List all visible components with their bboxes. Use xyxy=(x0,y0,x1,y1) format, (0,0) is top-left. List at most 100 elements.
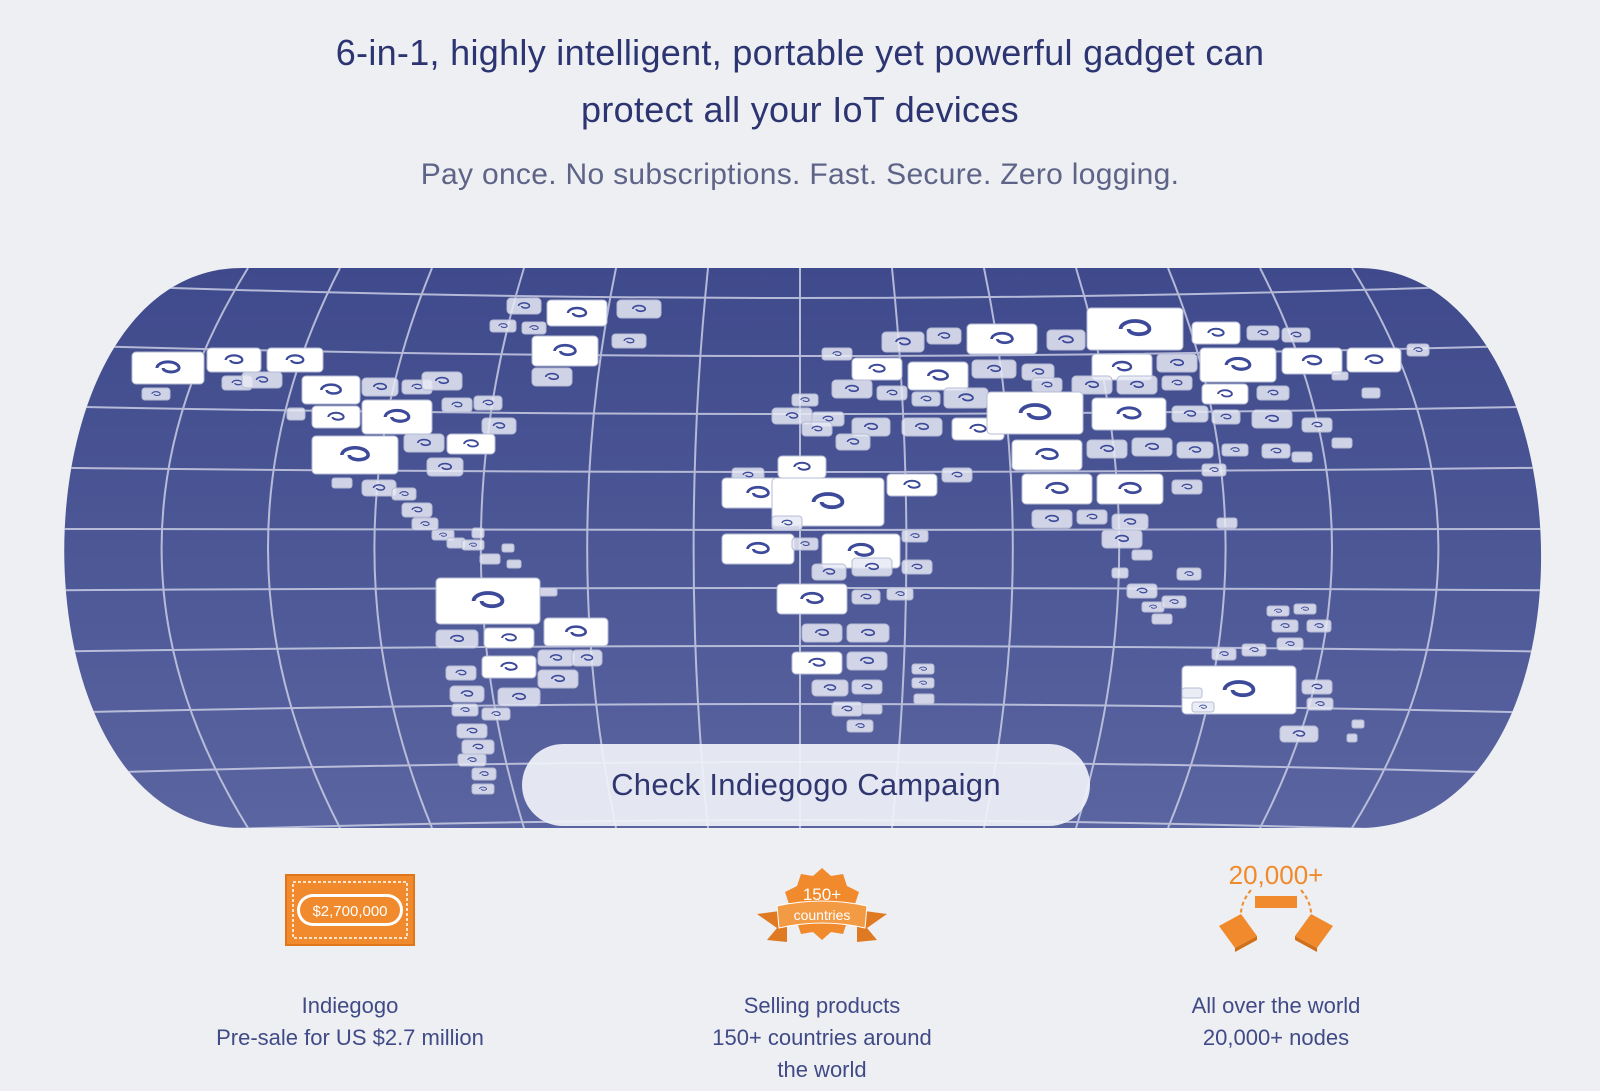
map-node-tile xyxy=(1216,517,1238,529)
map-node-tile xyxy=(851,557,893,577)
map-node-tile xyxy=(1271,619,1299,633)
map-node-tile xyxy=(1301,679,1333,695)
map-node-tile xyxy=(1171,405,1209,423)
world-map-graphic xyxy=(64,268,1542,828)
map-node-tile xyxy=(401,502,433,518)
map-node-tile xyxy=(481,707,511,721)
nodes-network-icon: 20,000+ xyxy=(1066,860,1486,960)
map-node-tile xyxy=(907,361,969,391)
map-meridian xyxy=(373,268,433,828)
map-node-tile xyxy=(886,587,914,601)
stat-countries-line-3: the world xyxy=(777,1057,867,1082)
world-map xyxy=(32,268,1568,828)
map-node-tile xyxy=(451,703,479,717)
map-node-tile xyxy=(791,651,843,675)
map-node-tile xyxy=(943,387,989,409)
map-node-tile xyxy=(497,687,541,707)
map-node-tile xyxy=(1176,441,1214,459)
map-node-tile xyxy=(851,357,903,381)
map-node-tile xyxy=(926,327,962,345)
banknote-icon: $2,700,000 xyxy=(140,860,560,960)
map-meridian xyxy=(1259,268,1333,828)
map-node-tile xyxy=(776,583,848,615)
map-node-tile xyxy=(543,617,609,647)
stat-countries: 150+ countries Selling products 150+ cou… xyxy=(612,860,1032,1086)
map-node-tile xyxy=(835,433,871,451)
map-node-tile xyxy=(1076,509,1108,525)
map-node-tile xyxy=(481,655,537,679)
map-node-tile xyxy=(811,679,849,697)
map-node-tile xyxy=(546,299,608,327)
map-node-tile xyxy=(913,693,935,705)
map-node-tile xyxy=(1141,601,1165,613)
map-parallel xyxy=(64,282,1542,299)
map-node-tile xyxy=(801,623,843,643)
map-node-tile xyxy=(531,335,599,367)
map-body xyxy=(64,268,1542,828)
map-node-tile xyxy=(1201,383,1249,405)
stat-presale-line-1: Indiegogo xyxy=(301,993,399,1018)
map-node-tile xyxy=(1126,583,1158,599)
nodes-count: 20,000+ xyxy=(1229,860,1324,890)
map-node-tile xyxy=(771,477,885,527)
map-node-tile xyxy=(771,515,803,531)
map-node-tile xyxy=(911,663,935,675)
page-headline: 6-in-1, highly intelligent, portable yet… xyxy=(0,24,1600,138)
map-node-tile xyxy=(506,297,542,315)
stat-presale: $2,700,000 Indiegogo Pre-sale for US $2.… xyxy=(140,860,560,1054)
map-node-tile xyxy=(311,435,399,475)
ribbon-badge-icon: 150+ countries xyxy=(612,860,1032,960)
map-node-tile xyxy=(241,371,283,389)
map-node-tile xyxy=(986,391,1084,435)
stat-nodes-line-1: All over the world xyxy=(1191,993,1361,1018)
map-node-tile xyxy=(403,433,445,453)
map-meridian xyxy=(1351,268,1440,828)
map-node-tile xyxy=(1101,529,1143,549)
map-node-tile xyxy=(1161,595,1187,609)
map-node-tile xyxy=(1156,353,1198,373)
map-node-tile xyxy=(1091,397,1167,431)
map-node-tile xyxy=(1176,567,1202,581)
map-node-tile xyxy=(1111,513,1149,531)
map-node-tile xyxy=(435,577,541,625)
map-node-tile xyxy=(861,703,883,715)
map-node-tile xyxy=(611,333,647,349)
map-node-tile xyxy=(1291,451,1313,463)
map-meridian xyxy=(160,268,249,828)
map-node-tile xyxy=(1151,613,1173,625)
map-node-tile xyxy=(1111,567,1129,579)
map-node-tile xyxy=(1031,377,1063,393)
map-node-tile xyxy=(1331,437,1353,449)
map-node-tile xyxy=(1246,325,1280,341)
map-meridian xyxy=(1167,268,1227,828)
map-node-tile xyxy=(1171,479,1203,495)
map-node-tile xyxy=(473,395,503,411)
map-node-tile xyxy=(851,679,883,695)
map-node-tile xyxy=(1256,385,1290,401)
map-node-tile xyxy=(1086,439,1128,459)
map-node-tile xyxy=(206,347,262,373)
map-node-tile xyxy=(471,767,497,781)
map-node-tile xyxy=(1281,347,1343,375)
map-node-tile xyxy=(1241,643,1267,657)
stat-nodes-line-2: 20,000+ nodes xyxy=(1202,1025,1350,1050)
map-node-tile xyxy=(489,319,517,333)
map-node-tile xyxy=(831,701,863,717)
check-indiegogo-button[interactable]: Check Indiegogo Campaign xyxy=(522,744,1090,826)
map-node-tile xyxy=(1221,443,1249,457)
map-node-tile xyxy=(1266,605,1290,617)
map-node-tile xyxy=(966,323,1038,355)
map-node-tile xyxy=(141,387,171,401)
map-node-tile xyxy=(331,477,353,489)
map-node-tile xyxy=(361,479,397,497)
map-node-tile xyxy=(1161,375,1193,391)
map-node-tile xyxy=(1046,329,1086,351)
map-node-tile xyxy=(851,417,891,437)
map-node-tile xyxy=(1181,687,1203,699)
map-parallel xyxy=(64,703,1542,715)
map-node-tile xyxy=(301,375,361,405)
map-node-tile xyxy=(431,529,455,541)
map-node-tile xyxy=(901,417,943,437)
map-node-tile xyxy=(846,719,874,733)
map-node-tile xyxy=(501,543,515,553)
